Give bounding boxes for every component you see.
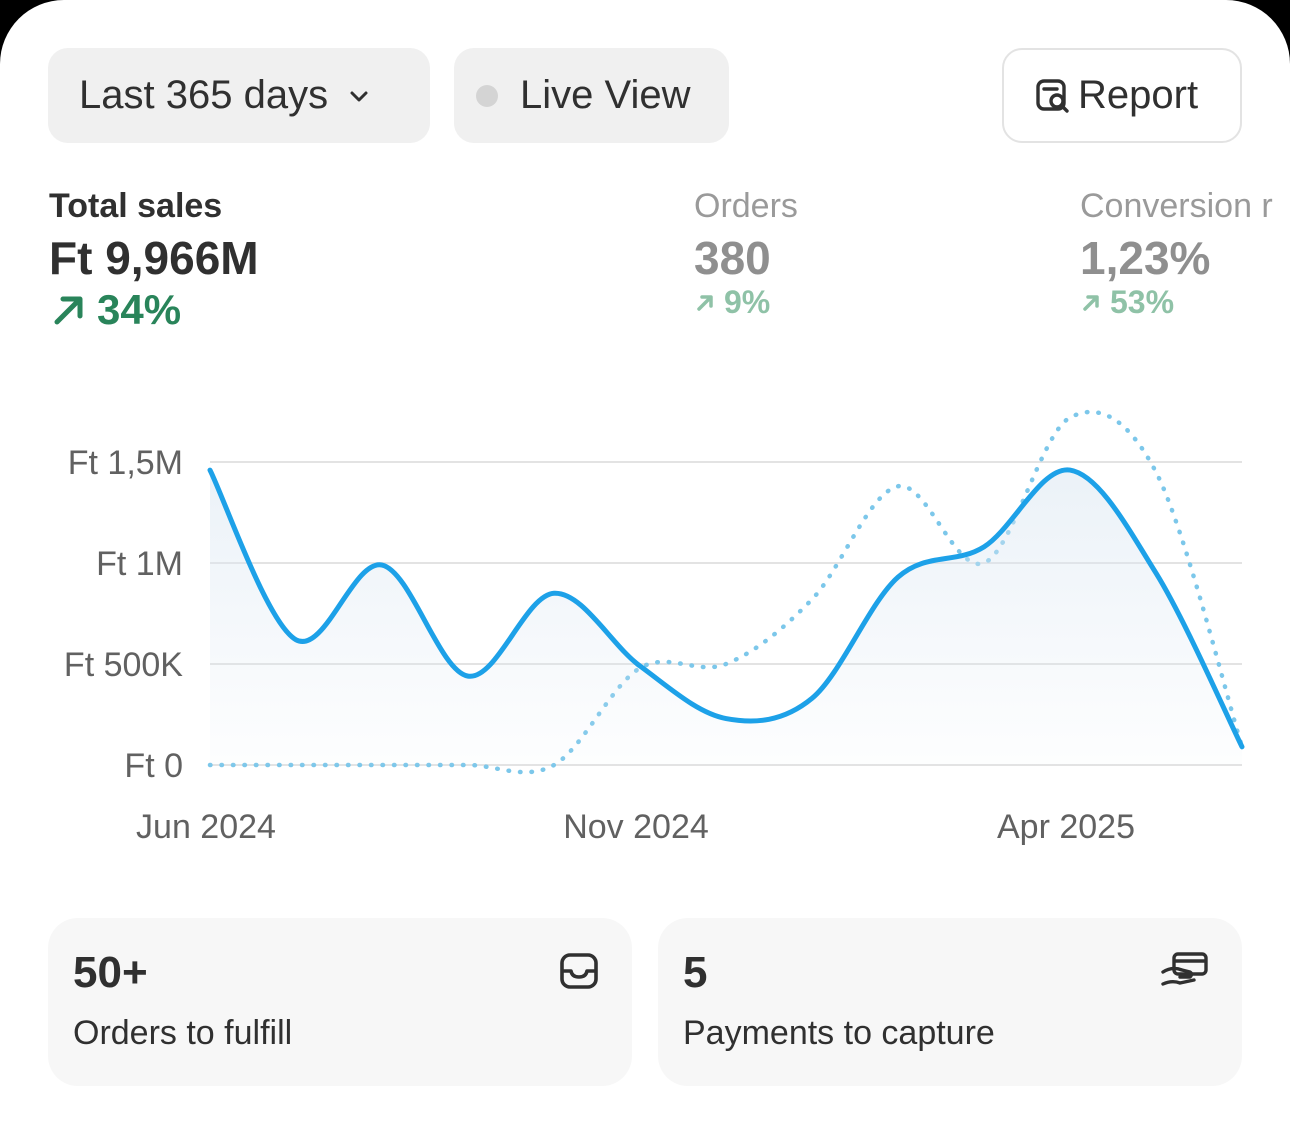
arrow-up-right-icon — [697, 294, 713, 311]
metric-total-sales[interactable]: Total sales Ft 9,966M 34% — [49, 186, 259, 334]
metric-value: 1,23% — [1080, 232, 1211, 284]
hand-card-payment-icon — [1160, 950, 1210, 997]
metric-label: Conversion r — [1080, 187, 1273, 225]
series-area — [210, 469, 1242, 765]
live-view-label: Live View — [520, 73, 691, 117]
x-tick-label: Jun 2024 — [136, 808, 276, 846]
arrow-up-right-icon — [1083, 294, 1099, 311]
metric-label: Total sales — [49, 187, 223, 225]
tile-count: 50+ — [73, 948, 148, 997]
tile-count: 5 — [683, 948, 708, 997]
series-line-current — [207, 467, 1245, 750]
y-tick-label: Ft 0 — [124, 747, 183, 785]
tile-label: Payments to capture — [683, 1014, 995, 1052]
metric-change: 9% — [694, 284, 798, 321]
sales-chart[interactable]: Ft 0 Ft 500K Ft 1M Ft 1,5M Jun 2024 Nov 2024 A… — [0, 380, 1290, 870]
x-tick-label: Nov 2024 — [563, 808, 709, 846]
y-tick-label: Ft 1M — [96, 545, 183, 583]
date-range-label: Last 365 days — [79, 73, 329, 117]
live-view-button[interactable]: Live View — [454, 48, 729, 143]
metric-change: 34% — [49, 286, 259, 334]
y-tick-label: Ft 1,5M — [68, 444, 183, 482]
y-tick-label: Ft 500K — [64, 646, 183, 684]
report-button[interactable]: Report — [1002, 48, 1242, 143]
metric-change: 53% — [1080, 284, 1290, 321]
report-label: Report — [1078, 73, 1199, 117]
tile-label: Orders to fulfill — [73, 1014, 293, 1052]
metric-orders[interactable]: Orders 380 9% — [694, 186, 798, 321]
metric-change-value: 9% — [724, 284, 771, 320]
orders-to-fulfill-tile[interactable]: 50+ Orders to fulfill — [48, 918, 632, 1086]
report-search-icon — [1034, 77, 1072, 115]
metric-conversion-rate[interactable]: Conversion r 1,23% 53% — [1080, 186, 1290, 321]
arrow-up-right-icon — [54, 296, 83, 325]
metric-change-value: 34% — [97, 286, 182, 333]
payments-to-capture-tile[interactable]: 5 Payments to capture — [658, 918, 1242, 1086]
chevron-down-icon — [346, 83, 372, 109]
x-tick-label: Apr 2025 — [997, 808, 1135, 846]
metric-value: Ft 9,966M — [49, 232, 259, 284]
metric-value: 380 — [694, 232, 771, 284]
live-status-dot-icon — [476, 84, 498, 107]
metric-label: Orders — [694, 187, 798, 225]
metric-change-value: 53% — [1110, 284, 1175, 320]
date-range-select[interactable]: Last 365 days — [48, 48, 430, 143]
inbox-icon — [558, 950, 600, 997]
